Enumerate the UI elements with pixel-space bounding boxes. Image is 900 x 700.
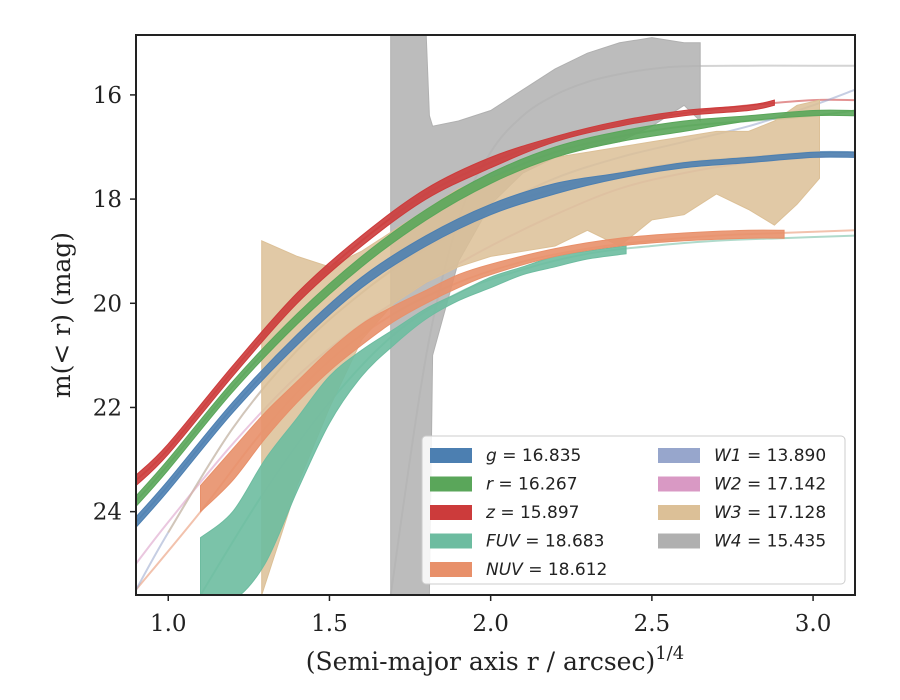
plot-frame bbox=[135, 34, 856, 596]
legend-item-fuv: FUV = 18.683 bbox=[430, 532, 604, 552]
legend-label: FUV = 18.683 bbox=[486, 532, 604, 552]
legend-item-r: r = 16.267 bbox=[430, 475, 578, 495]
legend: g = 16.835 r = 16.267 z = 15.897 FUV = 18.6… bbox=[421, 435, 846, 585]
legend-item-w1: W1 = 13.890 bbox=[658, 446, 826, 466]
legend-label: z = 15.897 bbox=[485, 503, 579, 523]
y-axis-label: m(< r) (mag) bbox=[47, 232, 76, 398]
data-layer bbox=[136, 35, 855, 595]
legend-swatch bbox=[430, 505, 472, 520]
y-tick-label: 20 bbox=[93, 291, 122, 317]
legend-item-nuv: NUV = 18.612 bbox=[430, 560, 607, 580]
x-tick-label: 2.0 bbox=[472, 611, 509, 637]
legend-label: W1 = 13.890 bbox=[714, 446, 826, 466]
x-axis-label: (Semi-major axis r / arcsec)1/4 bbox=[306, 643, 684, 676]
x-tick-label: 2.5 bbox=[634, 611, 671, 637]
legend-swatch bbox=[430, 562, 472, 577]
ticks-layer: 1.0 1.5 2.0 2.5 3.0 16 18 20 22 24 bbox=[93, 83, 832, 637]
band-z bbox=[136, 99, 775, 487]
legend-swatch bbox=[658, 533, 700, 549]
band-fuv bbox=[200, 245, 627, 595]
x-tick-label: 1.5 bbox=[311, 611, 348, 637]
legend-item-z: z = 15.897 bbox=[430, 503, 579, 523]
legend-label: W3 = 17.128 bbox=[714, 503, 826, 523]
legend-label: r = 16.267 bbox=[486, 475, 578, 495]
legend-label: g = 16.835 bbox=[486, 446, 581, 466]
x-tick-label: 1.0 bbox=[150, 611, 187, 637]
legend-swatch bbox=[658, 448, 700, 463]
x-tick-label: 3.0 bbox=[795, 611, 832, 637]
legend-item-w2: W2 = 17.142 bbox=[658, 475, 826, 495]
legend-item-w3: W3 = 17.128 bbox=[658, 503, 826, 523]
y-tick-label: 22 bbox=[93, 395, 122, 421]
legend-frame bbox=[421, 435, 846, 585]
legend-item-g: g = 16.835 bbox=[430, 446, 581, 466]
legend-label: W4 = 15.435 bbox=[714, 532, 826, 552]
band-g bbox=[136, 151, 855, 529]
legend-label: NUV = 18.612 bbox=[486, 560, 607, 580]
legend-swatch bbox=[430, 448, 472, 463]
y-tick-label: 24 bbox=[93, 500, 122, 526]
band-r bbox=[136, 109, 855, 508]
y-tick-label: 16 bbox=[93, 83, 122, 109]
band-nuv bbox=[200, 229, 785, 513]
legend-item-w4: W4 = 15.435 bbox=[658, 532, 826, 552]
y-tick-label: 18 bbox=[93, 187, 122, 213]
legend-swatch bbox=[658, 476, 700, 492]
legend-swatch bbox=[430, 533, 472, 549]
legend-swatch bbox=[658, 505, 700, 520]
legend-label: W2 = 17.142 bbox=[714, 475, 826, 495]
legend-swatch bbox=[430, 476, 472, 492]
